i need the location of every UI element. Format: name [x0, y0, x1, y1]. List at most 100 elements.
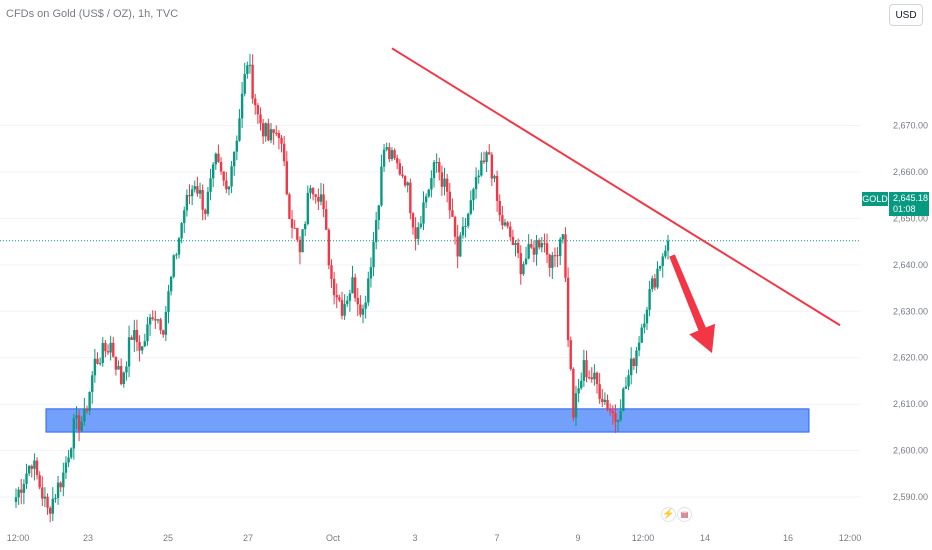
candle-body — [432, 162, 436, 179]
candle-body — [122, 372, 125, 385]
candle-body — [219, 162, 223, 172]
candle-body — [96, 358, 99, 364]
candle-body — [109, 342, 112, 353]
time-axis: 12:00 23 25 27 Oct 3 7 9 12:00 14 16 12:00 — [7, 533, 862, 543]
candle-body — [254, 98, 257, 106]
candle-body — [164, 311, 168, 335]
x-tick-label: 25 — [163, 533, 173, 543]
candle-body — [611, 410, 614, 414]
candle-body — [648, 289, 651, 310]
candle-body — [80, 421, 83, 431]
candle-body — [214, 153, 218, 165]
candle-body — [285, 161, 288, 195]
candle-body — [206, 191, 210, 214]
candle-body — [101, 342, 104, 364]
support-zone — [45, 408, 810, 433]
candle-body — [204, 209, 207, 214]
candle-body — [85, 408, 89, 411]
candle-body — [553, 255, 557, 257]
candle-body — [616, 419, 620, 422]
candle-body — [35, 460, 39, 476]
candle-body — [477, 175, 480, 178]
candle-body — [351, 277, 354, 294]
candle-body — [537, 240, 541, 248]
candle-body — [288, 194, 291, 220]
candle-body — [564, 234, 567, 278]
candle-body — [290, 219, 294, 228]
candle-body — [664, 250, 667, 257]
candle-body — [93, 358, 97, 376]
candle-body — [77, 415, 81, 431]
price-badge: 2,645.18 01:08 — [889, 192, 929, 216]
candle-body — [269, 129, 273, 141]
candle-body — [472, 189, 475, 201]
x-tick-label: 9 — [575, 533, 580, 543]
candle-body — [637, 342, 641, 351]
candle-body — [369, 267, 373, 279]
candle-body — [75, 415, 78, 419]
candle-body — [112, 342, 115, 357]
candle-body — [645, 309, 649, 324]
candle-body — [493, 175, 496, 179]
lightning-icon[interactable]: ⚡ — [661, 507, 676, 522]
candle-body — [67, 457, 70, 463]
candle-body — [167, 291, 170, 312]
candle-body — [377, 205, 381, 221]
candle-body — [275, 132, 278, 134]
candle-body — [146, 324, 149, 342]
candle-body — [396, 158, 399, 164]
y-tick-label: 2,590.00 — [893, 492, 928, 502]
candle-body — [359, 304, 362, 315]
candle-body — [282, 143, 286, 162]
candle-body — [482, 160, 486, 163]
candle-body — [20, 489, 23, 493]
candle-body — [411, 213, 415, 228]
candle-body — [56, 482, 60, 499]
candle-body — [106, 351, 110, 353]
candle-body — [25, 473, 28, 484]
y-tick-label: 2,630.00 — [893, 306, 928, 316]
candle-body — [293, 227, 296, 229]
candles-group — [14, 53, 670, 523]
candle-body — [30, 466, 33, 469]
candle-body — [335, 295, 338, 298]
candle-body — [175, 254, 178, 256]
us-flag-icon[interactable]: ▤ — [677, 507, 692, 522]
candle-body — [98, 363, 102, 365]
candle-body — [240, 93, 244, 119]
candle-body — [480, 160, 483, 176]
arrow-shape — [669, 254, 716, 354]
candle-body — [322, 194, 325, 210]
candle-body — [156, 319, 160, 321]
candle-body — [51, 498, 55, 514]
x-tick-label: Oct — [326, 533, 341, 543]
candle-body — [403, 176, 407, 186]
candle-body — [356, 297, 359, 305]
candle-body — [127, 337, 131, 367]
candle-body — [614, 413, 617, 422]
candle-body — [559, 239, 562, 256]
candle-body — [409, 182, 412, 214]
candle-body — [593, 372, 596, 380]
candle-body — [332, 278, 336, 296]
currency-button[interactable]: USD — [889, 4, 923, 26]
candle-body — [88, 391, 91, 411]
candle-body — [661, 256, 664, 266]
symbol-badge: GOLD — [862, 192, 888, 206]
candle-body — [148, 317, 152, 325]
candle-body — [238, 118, 241, 141]
candle-body — [346, 300, 349, 304]
candle-body — [587, 377, 591, 379]
candle-body — [298, 239, 302, 253]
candle-body — [185, 195, 189, 211]
candle-body — [595, 372, 599, 385]
candle-body — [417, 227, 420, 239]
candle-body — [548, 254, 551, 268]
candle-body — [608, 409, 612, 411]
candle-body — [374, 220, 378, 243]
candle-body — [256, 105, 260, 115]
candle-body — [225, 180, 228, 190]
candle-body — [248, 64, 252, 66]
candle-body — [527, 244, 530, 259]
